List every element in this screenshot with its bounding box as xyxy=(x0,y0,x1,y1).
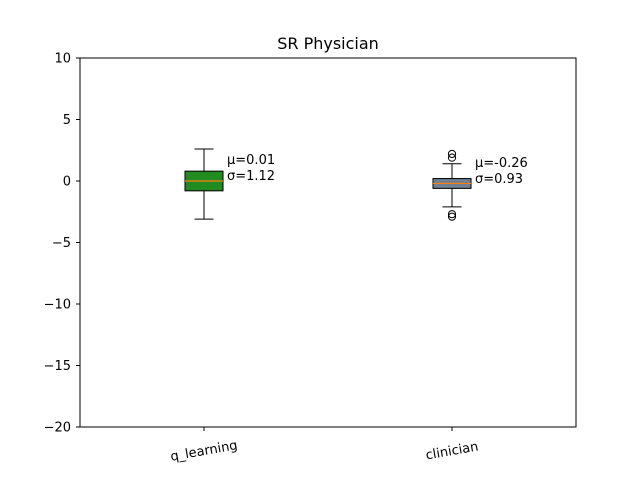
x-tick-label: clinician xyxy=(425,439,480,463)
y-tick-label: −5 xyxy=(52,236,71,251)
y-tick-label: 5 xyxy=(63,113,71,128)
box-annotation: μ=0.01 xyxy=(227,153,275,168)
box-annotation: μ=-0.26 xyxy=(475,156,528,171)
y-tick-label: −20 xyxy=(44,421,71,436)
y-tick-label: −15 xyxy=(44,359,71,374)
outlier-point xyxy=(447,149,457,159)
chart-title: SR Physician xyxy=(277,34,379,53)
outlier-point xyxy=(447,153,457,162)
x-tick-label: q_learning xyxy=(169,438,238,465)
y-tick-label: 10 xyxy=(54,52,71,67)
box-annotation: σ=1.12 xyxy=(227,169,275,184)
y-tick-label: −10 xyxy=(44,298,71,313)
outlier-point xyxy=(447,212,457,221)
box-annotation: σ=0.93 xyxy=(475,172,523,187)
plot-area: 10 5 0 −5 −10 −15 −20 q_learning μ=0.01σ=1.12 cli… xyxy=(44,52,577,465)
y-tick-label: 0 xyxy=(63,175,71,190)
plot-frame xyxy=(79,57,577,428)
outlier-point xyxy=(447,210,457,219)
